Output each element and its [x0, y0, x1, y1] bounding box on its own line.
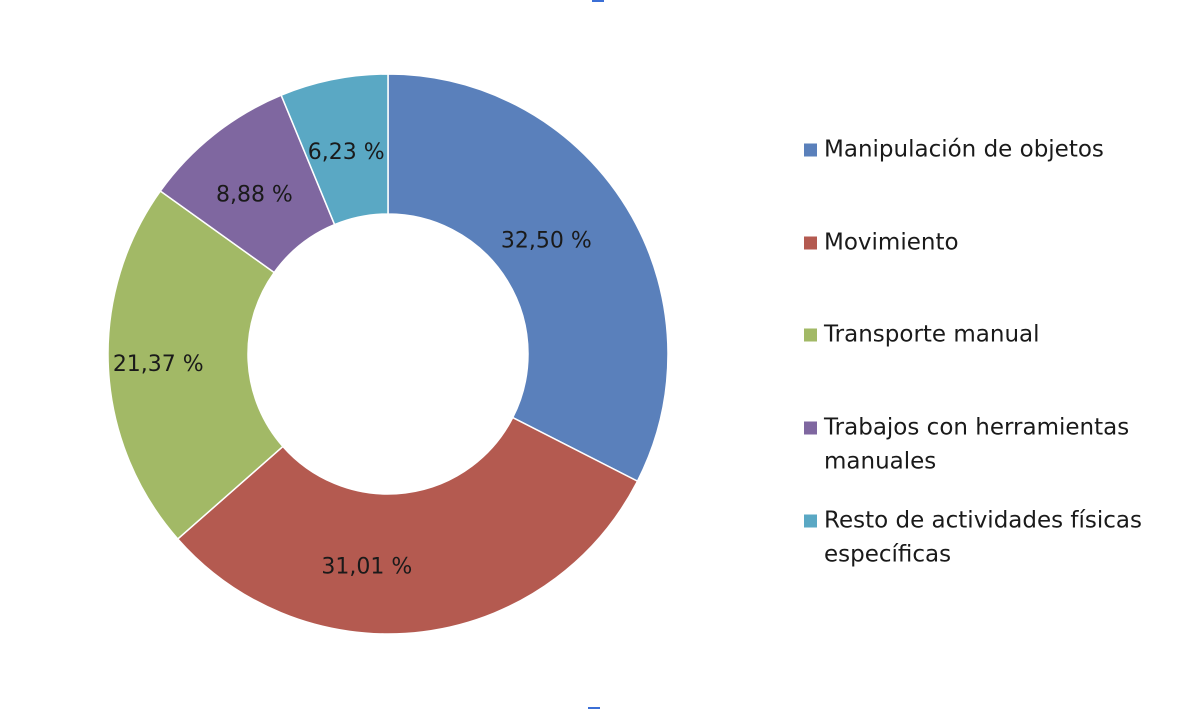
slice-resto-de-actividades-fisicas-especificas: [280, 73, 389, 226]
legend-label: Transporte manual: [823, 322, 1040, 348]
slice-value-label-resto-de-actividades-fisicas-especificas: 6,23 %: [308, 140, 385, 165]
legend: Manipulación de objetos Movimiento Transpo…: [804, 137, 1142, 568]
legend-item-transporte-manual: Transporte manual: [804, 322, 1040, 348]
legend-item-trabajos-con-herramientas-manuales: Trabajos con herramientas manuales: [804, 415, 1129, 475]
slice-value-label-movimiento: 31,01 %: [321, 554, 412, 579]
legend-label: Trabajos con herramientas: [823, 415, 1129, 441]
legend-item-resto-de-actividades-fisicas-especificas: Resto de actividades físicas específicas: [804, 508, 1142, 568]
legend-item-manipulacion-de-objetos: Manipulación de objetos: [804, 137, 1104, 163]
legend-label: manuales: [824, 449, 936, 475]
slice-value-labels: 32,50 % 31,01 % 21,37 % 8,88 % 6,23 %: [113, 140, 592, 579]
slice-movimiento: [176, 416, 639, 635]
legend-swatch: [804, 421, 817, 435]
legend-label: específicas: [824, 542, 951, 568]
slice-value-label-manipulacion-de-objetos: 32,50 %: [501, 229, 592, 254]
legend-swatch: [804, 236, 817, 250]
bottom-edge-mark: [588, 707, 600, 709]
legend-swatch: [804, 143, 817, 157]
legend-item-movimiento: Movimiento: [804, 230, 959, 256]
slice-value-label-transporte-manual: 21,37 %: [113, 352, 204, 377]
legend-swatch: [804, 328, 817, 342]
legend-swatch: [804, 514, 817, 528]
legend-label: Resto de actividades físicas: [824, 508, 1142, 534]
donut-slices: [107, 73, 669, 635]
legend-label: Movimiento: [824, 230, 959, 256]
slice-transporte-manual: [107, 189, 284, 541]
top-edge-mark: [592, 0, 604, 2]
slice-value-label-trabajos-con-herramientas-manuales: 8,88 %: [216, 183, 293, 208]
legend-label: Manipulación de objetos: [824, 137, 1104, 163]
slice-manipulacion-de-objetos: [387, 73, 669, 483]
